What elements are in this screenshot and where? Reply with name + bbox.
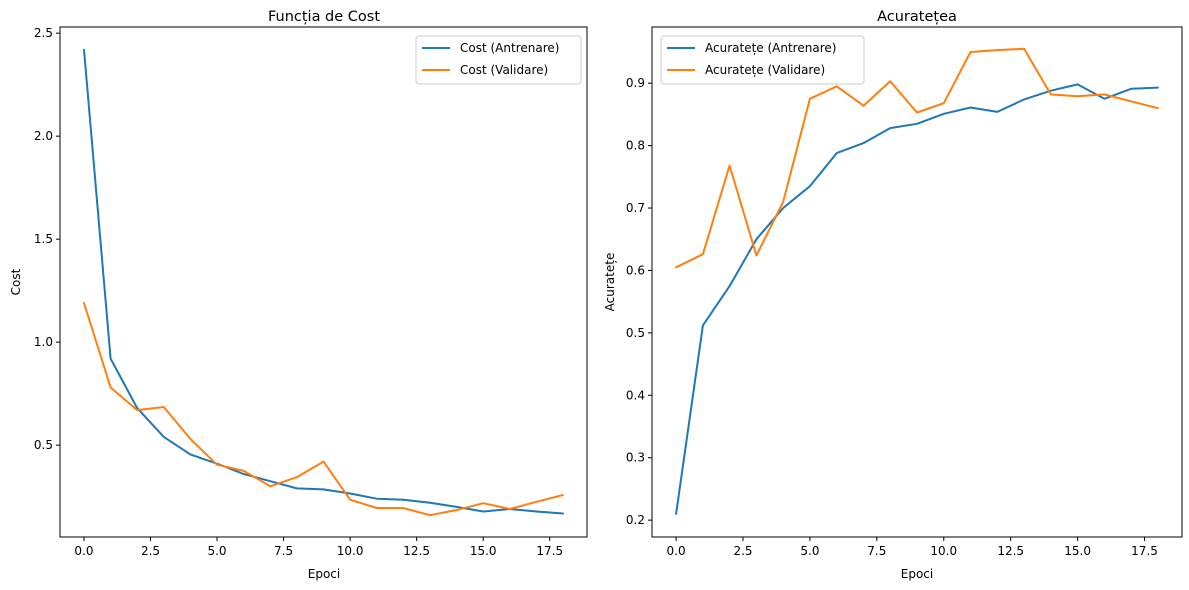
cost-series-line-train (83, 48, 564, 515)
accuracy-x-axis-label: Epoci (901, 567, 933, 581)
accuracy-legend-box (660, 35, 865, 85)
cost-chart-title: Funcția de Cost (268, 9, 380, 25)
accuracy-x-tick-label: 0.0 (667, 544, 686, 558)
accuracy-y-tick-label: 0.9 (626, 76, 645, 90)
accuracy-y-tick-label: 0.7 (626, 201, 645, 215)
accuracy-y-tick-label: 0.2 (626, 513, 645, 527)
accuracy-x-tick-label: 7.5 (867, 544, 886, 558)
accuracy-legend-label-train: Acuratețe (Antrenare) (705, 41, 836, 55)
cost-x-tick-label: 5.0 (207, 544, 226, 558)
cost-x-tick-label: 10.0 (337, 544, 364, 558)
accuracy-x-tick-label: 10.0 (930, 544, 957, 558)
accuracy-y-tick-label: 0.6 (626, 263, 645, 277)
cost-y-tick-label: 1.5 (34, 232, 53, 246)
cost-x-tick-label: 17.5 (536, 544, 563, 558)
cost-y-tick-label: 0.5 (34, 438, 53, 452)
cost-plot-area (83, 48, 564, 517)
cost-x-tick-label: 12.5 (403, 544, 430, 558)
cost-x-tick-label: 0.0 (74, 544, 93, 558)
accuracy-x-tick-label: 2.5 (733, 544, 752, 558)
accuracy-x-tick-label: 17.5 (1131, 544, 1158, 558)
cost-legend-label-train: Cost (Antrenare) (460, 41, 559, 55)
accuracy-y-tick-label: 0.3 (626, 451, 645, 465)
accuracy-axis-ticks: 0.0 2.5 5.0 7.5 10.0 12.5 15.0 17.5 0.2 0.3 0.4 0.5… (626, 76, 1158, 558)
cost-axes-frame (59, 26, 588, 538)
accuracy-x-tick-label: 15.0 (1064, 544, 1091, 558)
accuracy-series-line-train (675, 83, 1159, 515)
accuracy-y-tick-label: 0.8 (626, 139, 645, 153)
cost-y-axis-label: Cost (9, 268, 23, 295)
accuracy-axes-frame (651, 26, 1183, 538)
cost-axis-ticks: 0.0 2.5 5.0 7.5 10.0 12.5 15.0 17.5 0.5 1.0 1.5 2.0… (34, 26, 563, 558)
cost-legend: Cost (Antrenare) Cost (Validare) (415, 35, 582, 85)
cost-x-tick-label: 15.0 (470, 544, 497, 558)
accuracy-x-tick-label: 5.0 (800, 544, 819, 558)
cost-y-tick-label: 2.0 (34, 129, 53, 143)
cost-series-line-validation (83, 302, 564, 517)
accuracy-y-axis-label: Acuratețe (603, 253, 617, 312)
accuracy-legend: Acuratețe (Antrenare) Acuratețe (Validar… (660, 35, 865, 85)
accuracy-plot-area (675, 47, 1159, 515)
cost-x-tick-label: 2.5 (141, 544, 160, 558)
accuracy-x-tick-label: 12.5 (997, 544, 1024, 558)
accuracy-y-tick-label: 0.4 (626, 388, 645, 402)
cost-x-tick-label: 7.5 (274, 544, 293, 558)
accuracy-legend-label-validation: Acuratețe (Validare) (705, 63, 825, 77)
accuracy-y-tick-label: 0.5 (626, 326, 645, 340)
accuracy-chart-panel: Acuratețea 0.0 2.5 5.0 7.5 10.0 12.5 15.0 17.50… (603, 9, 1183, 581)
cost-legend-label-validation: Cost (Validare) (460, 63, 548, 77)
cost-y-tick-label: 1.0 (34, 335, 53, 349)
accuracy-series-line-validation (675, 47, 1159, 269)
cost-y-tick-label: 2.5 (34, 26, 53, 40)
cost-chart-panel: Funcția de Cost 0.0 2.5 5.0 7.5 10.0 12.5 15.0… (9, 9, 588, 581)
cost-x-axis-label: Epoci (308, 567, 340, 581)
cost-legend-box (415, 35, 582, 85)
accuracy-chart-title: Acuratețea (877, 9, 957, 25)
